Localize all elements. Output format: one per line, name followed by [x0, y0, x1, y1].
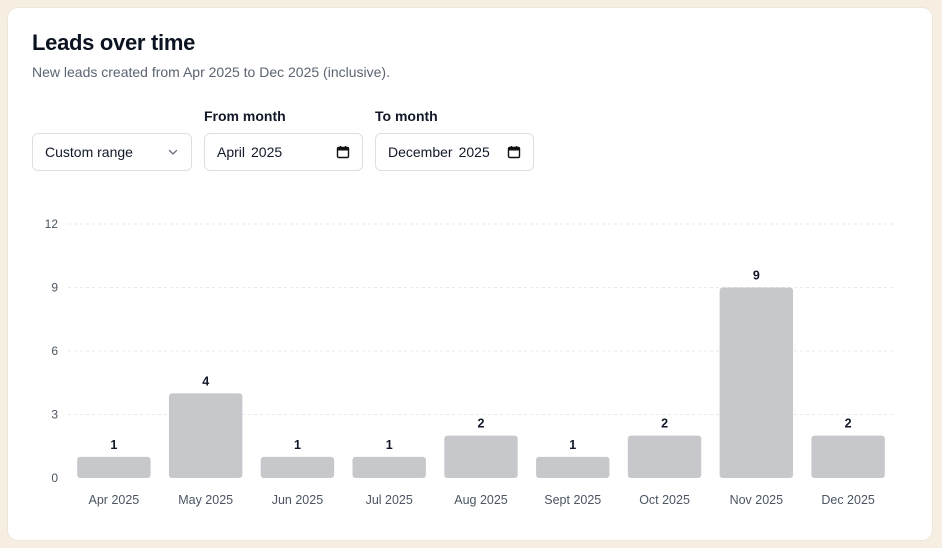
y-tick-label: 9 — [51, 281, 58, 295]
from-month-label: From month — [204, 108, 286, 124]
to-month-input[interactable]: December 2025 — [375, 133, 534, 171]
data-label: 2 — [478, 417, 485, 431]
x-tick-label: Nov 2025 — [730, 493, 784, 507]
calendar-icon[interactable] — [507, 145, 521, 159]
x-tick-label: May 2025 — [178, 493, 233, 507]
data-label: 4 — [202, 374, 209, 388]
bar — [627, 435, 702, 478]
x-tick-label: Jun 2025 — [272, 493, 323, 507]
bar — [77, 456, 151, 478]
data-label: 1 — [110, 438, 117, 452]
bar — [811, 435, 885, 478]
page-title: Leads over time — [32, 30, 196, 55]
chevron-down-icon — [167, 146, 179, 158]
bar — [260, 456, 335, 478]
x-tick-label: Jul 2025 — [366, 493, 413, 507]
page-subtitle: New leads created from Apr 2025 to Dec 2… — [32, 64, 390, 80]
data-label: 1 — [569, 438, 576, 452]
chart-card: Leads over time New leads created from A… — [8, 8, 932, 540]
x-tick-label: Aug 2025 — [454, 493, 508, 507]
data-label: 1 — [294, 438, 301, 452]
data-label: 9 — [753, 269, 760, 283]
bar — [719, 287, 794, 478]
bar — [168, 393, 243, 478]
to-month-value: December — [388, 144, 453, 160]
y-tick-label: 3 — [51, 408, 58, 422]
x-tick-label: Dec 2025 — [821, 493, 875, 507]
x-tick-label: Sept 2025 — [544, 493, 601, 507]
bar — [444, 435, 518, 478]
x-tick-label: Apr 2025 — [89, 493, 140, 507]
data-label: 2 — [661, 417, 668, 431]
to-month-year: 2025 — [458, 144, 490, 160]
from-month-input[interactable]: April 2025 — [204, 133, 363, 171]
calendar-icon[interactable] — [336, 145, 350, 159]
from-month-value: April — [217, 144, 246, 160]
from-month-year: 2025 — [251, 144, 283, 160]
y-tick-label: 0 — [51, 471, 58, 485]
bar — [536, 456, 610, 478]
x-tick-label: Oct 2025 — [639, 493, 690, 507]
data-label: 1 — [386, 438, 393, 452]
range-select[interactable]: Custom range — [32, 133, 192, 171]
range-select-value: Custom range — [45, 144, 133, 160]
y-tick-label: 12 — [45, 217, 59, 231]
to-month-label: To month — [375, 108, 438, 124]
y-tick-label: 6 — [51, 344, 58, 358]
bar — [352, 456, 426, 478]
data-label: 2 — [845, 417, 852, 431]
